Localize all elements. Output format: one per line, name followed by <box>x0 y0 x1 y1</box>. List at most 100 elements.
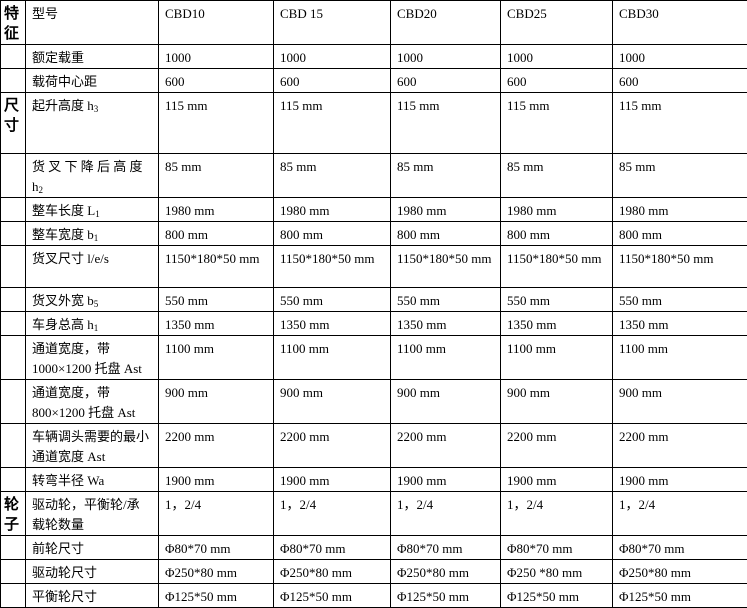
value-cell: Φ125*50 mm <box>501 584 613 608</box>
group-cell <box>1 536 26 560</box>
spec-label-cell: 驱动轮尺寸 <box>26 560 159 584</box>
value-cell: 800 mm <box>613 222 747 246</box>
value-cell: 1，2/4 <box>391 492 501 536</box>
value-cell: 900 mm <box>391 380 501 424</box>
value-cell: 600 <box>501 69 613 93</box>
spec-label: 车辆调头需要的最小通道宽度 Ast <box>32 429 149 464</box>
value-cell: 550 mm <box>391 288 501 312</box>
value-cell: Φ250*80 mm <box>159 560 274 584</box>
value-cell: 1350 mm <box>613 312 747 336</box>
spec-label-cell: 起升高度 h3 <box>26 93 159 154</box>
spec-label-subscript: 2 <box>39 185 44 195</box>
value-cell: 85 mm <box>274 154 391 198</box>
group-cell <box>1 468 26 492</box>
value-cell: Φ80*70 mm <box>391 536 501 560</box>
value-cell: 1，2/4 <box>159 492 274 536</box>
value-cell: 2200 mm <box>391 424 501 468</box>
value-cell: 550 mm <box>274 288 391 312</box>
value-cell: 1100 mm <box>613 336 747 380</box>
group-cell <box>1 69 26 93</box>
value-cell: 1980 mm <box>274 198 391 222</box>
spec-label: 货叉外宽 b <box>32 293 94 308</box>
value-cell: 1900 mm <box>159 468 274 492</box>
spec-label: 型号 <box>32 6 58 21</box>
spec-label-cell: 前轮尺寸 <box>26 536 159 560</box>
value-cell: 85 mm <box>501 154 613 198</box>
spec-label: 转弯半径 Wa <box>32 473 104 488</box>
value-cell: 1900 mm <box>274 468 391 492</box>
value-cell: 1980 mm <box>159 198 274 222</box>
value-cell: Φ80*70 mm <box>159 536 274 560</box>
spec-label-cell: 货 叉 下 降 后 高 度 h2 <box>26 154 159 198</box>
value-cell: 600 <box>391 69 501 93</box>
value-cell: 900 mm <box>613 380 747 424</box>
value-cell: 1000 <box>613 45 747 69</box>
value-cell: 1000 <box>391 45 501 69</box>
spec-label: 通道宽度，带 1000×1200 托盘 Ast <box>32 341 142 376</box>
value-cell: 115 mm <box>391 93 501 154</box>
value-cell: 1150*180*50 mm <box>274 246 391 288</box>
value-cell: 550 mm <box>159 288 274 312</box>
spec-label: 整车长度 L <box>32 203 95 218</box>
value-cell: Φ250*80 mm <box>274 560 391 584</box>
value-cell: 115 mm <box>501 93 613 154</box>
spec-label: 货 叉 下 降 后 高 度 h <box>32 159 143 194</box>
group-cell <box>1 246 26 288</box>
spec-label-subscript: 1 <box>94 323 99 333</box>
value-cell: 2200 mm <box>501 424 613 468</box>
value-cell: 800 mm <box>159 222 274 246</box>
value-cell: 1980 mm <box>613 198 747 222</box>
group-cell <box>1 198 26 222</box>
value-cell: 900 mm <box>159 380 274 424</box>
spec-label-cell: 车辆调头需要的最小通道宽度 Ast <box>26 424 159 468</box>
value-cell: 900 mm <box>501 380 613 424</box>
value-cell: 1000 <box>501 45 613 69</box>
value-cell: 1150*180*50 mm <box>159 246 274 288</box>
group-cell <box>1 584 26 608</box>
value-cell: CBD10 <box>159 1 274 45</box>
group-cell <box>1 336 26 380</box>
value-cell: 1100 mm <box>391 336 501 380</box>
value-cell: 550 mm <box>613 288 747 312</box>
value-cell: 1980 mm <box>391 198 501 222</box>
value-cell: 550 mm <box>501 288 613 312</box>
value-cell: 85 mm <box>613 154 747 198</box>
value-cell: 2200 mm <box>613 424 747 468</box>
value-cell: 1350 mm <box>274 312 391 336</box>
value-cell: 800 mm <box>501 222 613 246</box>
spec-label: 驱动轮，平衡轮/承载轮数量 <box>32 497 140 532</box>
group-cell <box>1 424 26 468</box>
value-cell: 1150*180*50 mm <box>613 246 747 288</box>
value-cell: 1900 mm <box>501 468 613 492</box>
group-cell <box>1 222 26 246</box>
value-cell: Φ250*80 mm <box>391 560 501 584</box>
spec-label-cell: 额定载重 <box>26 45 159 69</box>
spec-label: 平衡轮尺寸 <box>32 589 97 604</box>
group-cell <box>1 45 26 69</box>
value-cell: Φ80*70 mm <box>501 536 613 560</box>
group-cell <box>1 288 26 312</box>
value-cell: 1900 mm <box>613 468 747 492</box>
spec-label: 载荷中心距 <box>32 74 97 89</box>
spec-label: 额定载重 <box>32 50 84 65</box>
value-cell: 800 mm <box>391 222 501 246</box>
spec-label-cell: 型号 <box>26 1 159 45</box>
value-cell: 900 mm <box>274 380 391 424</box>
spec-label: 整车宽度 b <box>32 227 94 242</box>
spec-label-subscript: 3 <box>94 104 99 114</box>
group-cell: 轮子 <box>1 492 26 536</box>
value-cell: 115 mm <box>613 93 747 154</box>
value-cell: CBD25 <box>501 1 613 45</box>
